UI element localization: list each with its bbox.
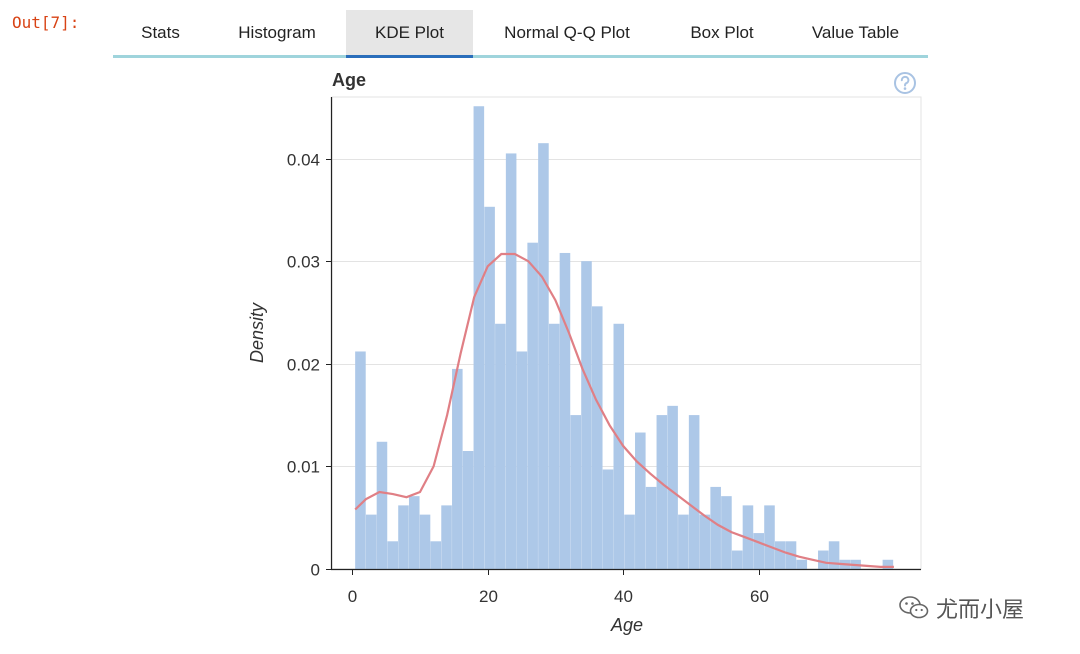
watermark-text: 尤而小屋 — [936, 598, 1025, 623]
histogram-bar — [462, 451, 474, 569]
wechat-icon — [899, 596, 929, 619]
histogram-bar — [527, 242, 538, 569]
histogram-bar — [667, 405, 678, 569]
histogram-bar — [548, 323, 560, 569]
histogram-bar — [753, 533, 765, 569]
x-tick-label: 0 — [348, 587, 357, 606]
tab-normal-qq-plot[interactable]: Normal Q-Q Plot — [504, 22, 630, 42]
histogram-bar — [430, 541, 442, 569]
x-axis-ticks: 0 20 40 60 — [348, 569, 769, 606]
tab-histogram[interactable]: Histogram — [238, 22, 316, 42]
histogram-bar — [882, 559, 894, 569]
y-tick-label: 0 — [311, 561, 320, 580]
histogram-bar — [796, 559, 808, 569]
y-axis-ticks: 0 0.01 0.02 0.03 0.04 — [287, 151, 332, 580]
histogram-bar — [495, 323, 506, 569]
histogram-bar — [559, 252, 571, 569]
histogram-bar — [624, 514, 635, 569]
plot-frame — [331, 96, 922, 570]
histogram-bar — [656, 415, 668, 569]
tab-box-plot[interactable]: Box Plot — [690, 22, 754, 42]
histogram-bar — [473, 106, 485, 570]
histogram-bar — [505, 153, 517, 569]
tab-value-table[interactable]: Value Table — [811, 22, 900, 42]
histogram-bar — [774, 541, 786, 569]
y-tick-label: 0.03 — [287, 253, 320, 272]
histogram-bar — [538, 143, 549, 569]
kde-curve — [354, 252, 894, 568]
x-tick-label: 40 — [614, 587, 633, 606]
histogram-bar — [376, 441, 388, 569]
y-axis-label: Density — [247, 302, 267, 363]
histogram-bar — [441, 505, 452, 569]
x-tick-label: 60 — [750, 587, 769, 606]
histogram-bar — [764, 505, 775, 569]
histogram-bar — [678, 514, 689, 569]
x-tick-label: 20 — [479, 587, 498, 606]
histogram-bar — [699, 514, 711, 569]
histogram-bar — [408, 496, 420, 569]
histogram-bar — [613, 323, 625, 569]
histogram-bar — [818, 550, 829, 569]
histogram-bar — [387, 541, 399, 569]
histogram-bar — [710, 486, 721, 569]
histogram-bar — [355, 351, 366, 569]
histogram-bar — [452, 368, 463, 569]
chart-title: Age — [332, 70, 366, 90]
x-axis-label: Age — [610, 615, 643, 635]
y-tick-label: 0.01 — [287, 458, 320, 477]
y-tick-label: 0.02 — [287, 356, 320, 375]
watermark: 尤而小屋 — [898, 592, 1024, 624]
tab-bar: Stats Histogram KDE Plot Normal Q-Q Plot… — [113, 10, 928, 58]
histogram-bar — [398, 505, 409, 569]
output-prompt: Out[7]: — [12, 13, 80, 32]
histogram-bar — [516, 351, 528, 569]
histogram-bar — [570, 415, 582, 569]
histogram-bar — [731, 550, 743, 569]
histogram-bar — [645, 486, 657, 569]
histogram-bar — [828, 541, 840, 569]
tab-stats[interactable]: Stats — [141, 22, 180, 42]
histogram-bar — [688, 415, 700, 569]
histogram-bars — [355, 106, 894, 570]
y-tick-label: 0.04 — [287, 151, 320, 170]
histogram-bar — [602, 469, 614, 569]
histogram-bar — [365, 514, 377, 569]
question-circle-icon[interactable] — [893, 71, 917, 95]
grid-lines — [332, 159, 921, 467]
tab-kde-plot[interactable]: KDE Plot — [346, 10, 473, 58]
histogram-bar — [635, 432, 646, 569]
histogram-bar — [591, 306, 603, 569]
histogram-bar — [484, 206, 495, 569]
histogram-bar — [721, 496, 732, 569]
histogram-bar — [419, 514, 431, 569]
histogram-bar — [581, 261, 592, 569]
